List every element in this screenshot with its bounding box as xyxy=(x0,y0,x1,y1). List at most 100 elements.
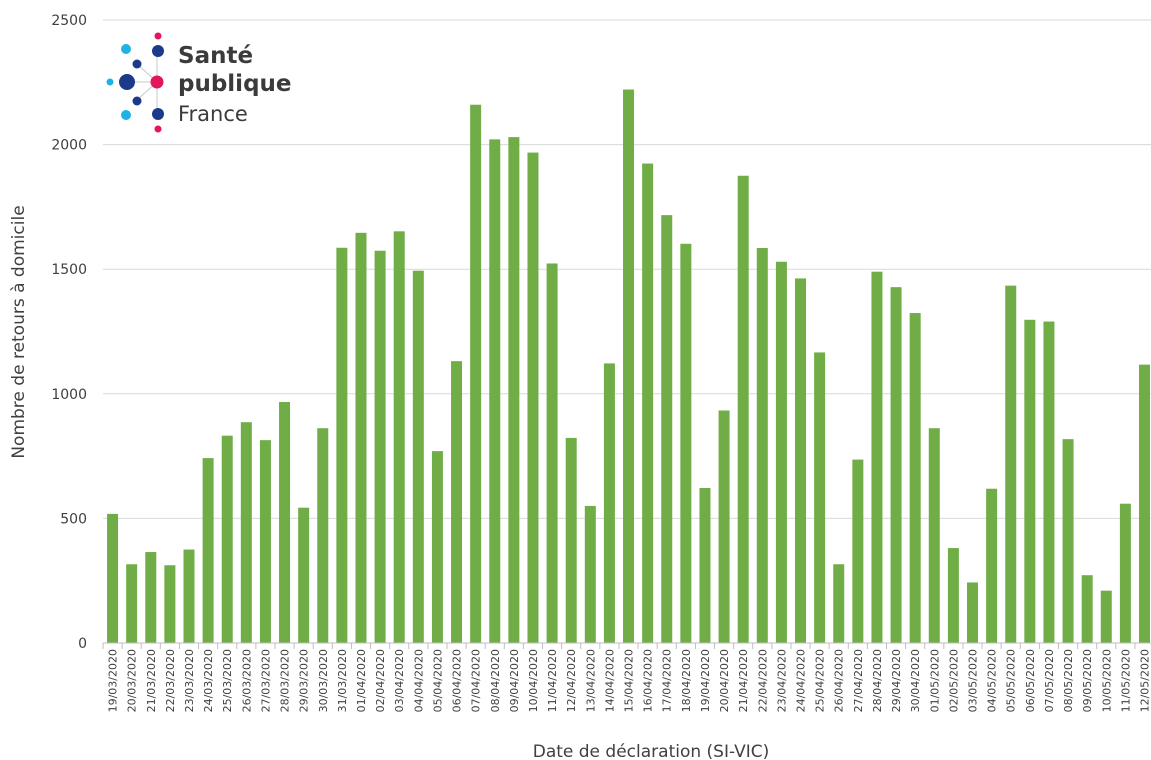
bar xyxy=(1119,503,1131,643)
x-tick-label: 15/04/2020 xyxy=(623,649,636,712)
bar xyxy=(355,232,367,643)
bar xyxy=(470,104,482,643)
x-tick-label: 27/04/2020 xyxy=(852,649,865,712)
x-tick-label: 05/05/2020 xyxy=(1005,649,1018,712)
x-tick-label: 29/03/2020 xyxy=(298,649,311,712)
bar xyxy=(126,564,138,643)
bar xyxy=(451,361,463,643)
x-tick-label: 06/04/2020 xyxy=(451,649,464,712)
bar xyxy=(1081,575,1093,643)
bar xyxy=(795,278,807,643)
bar xyxy=(756,248,768,643)
y-axis-ticks: 0 500 1000 1500 2000 2500 xyxy=(51,13,87,652)
x-tick-label: 22/03/2020 xyxy=(164,649,177,712)
bar xyxy=(412,270,424,643)
bar xyxy=(202,458,214,643)
bar xyxy=(1100,590,1112,643)
x-tick-label: 16/04/2020 xyxy=(642,649,655,712)
bar xyxy=(852,459,864,643)
bar xyxy=(642,163,654,644)
bars xyxy=(107,89,1150,644)
bar xyxy=(546,263,558,643)
bar xyxy=(584,505,596,643)
bar xyxy=(317,428,329,643)
x-axis-title: Date de déclaration (SI-VIC) xyxy=(533,742,770,760)
bar xyxy=(298,507,310,643)
y-tick-label: 1500 xyxy=(51,262,87,278)
bar xyxy=(565,437,577,643)
x-tick-label: 23/04/2020 xyxy=(775,649,788,712)
x-tick-label: 20/04/2020 xyxy=(718,649,731,712)
x-tick-label: 28/04/2020 xyxy=(871,649,884,712)
x-tick-label: 03/04/2020 xyxy=(393,649,406,712)
x-tick-label: 26/03/2020 xyxy=(240,649,253,712)
x-tick-label: 19/03/2020 xyxy=(107,649,120,712)
x-tick-label: 11/04/2020 xyxy=(546,649,559,712)
x-tick-label: 03/05/2020 xyxy=(967,649,980,712)
x-tick-label: 30/04/2020 xyxy=(909,649,922,712)
bar xyxy=(183,549,195,643)
bar xyxy=(833,564,845,643)
x-tick-label: 25/03/2020 xyxy=(221,649,234,712)
x-tick-label: 09/05/2020 xyxy=(1081,649,1094,712)
bar xyxy=(279,402,291,643)
x-tick-label: 07/04/2020 xyxy=(470,649,483,712)
x-tick-label: 24/04/2020 xyxy=(795,649,808,712)
x-tick-label: 12/05/2020 xyxy=(1138,649,1151,712)
bar xyxy=(527,152,539,643)
bar xyxy=(221,435,233,643)
bar xyxy=(699,487,711,643)
bar xyxy=(336,247,348,643)
x-tick-label: 06/05/2020 xyxy=(1024,649,1037,712)
logo-mark-icon xyxy=(106,32,164,133)
x-tick-label: 08/04/2020 xyxy=(489,649,502,712)
bar xyxy=(107,513,119,643)
x-tick-label: 07/05/2020 xyxy=(1043,649,1056,712)
x-tick-label: 01/04/2020 xyxy=(355,649,368,712)
x-tick-label: 31/03/2020 xyxy=(336,649,349,712)
bar xyxy=(737,175,749,643)
bar xyxy=(431,451,443,643)
bar xyxy=(393,231,405,643)
x-tick-label: 21/03/2020 xyxy=(145,649,158,712)
x-tick-label: 23/03/2020 xyxy=(183,649,196,712)
bar xyxy=(489,139,501,643)
x-tick-label: 02/04/2020 xyxy=(374,649,387,712)
bar xyxy=(947,548,959,643)
bar xyxy=(909,313,921,643)
y-tick-label: 500 xyxy=(60,511,87,527)
bar xyxy=(1138,364,1150,643)
bar xyxy=(259,440,271,643)
logo-word-publique: publique xyxy=(178,71,292,97)
bar xyxy=(775,261,787,643)
bar xyxy=(967,582,979,643)
x-tick-label: 30/03/2020 xyxy=(317,649,330,712)
x-tick-label: 10/04/2020 xyxy=(527,649,540,712)
bar xyxy=(661,215,673,643)
x-tick-label: 20/03/2020 xyxy=(126,649,139,712)
x-tick-label: 24/03/2020 xyxy=(202,649,215,712)
bar xyxy=(1062,439,1074,643)
x-tick-label: 09/04/2020 xyxy=(508,649,521,712)
bar xyxy=(986,488,998,643)
bar xyxy=(814,352,826,643)
bar xyxy=(928,428,940,643)
x-axis-ticks: 19/03/2020 20/03/2020 21/03/2020 22/03/2020… xyxy=(102,643,1151,712)
x-tick-label: 19/04/2020 xyxy=(699,649,712,712)
bar xyxy=(623,89,635,644)
x-tick-label: 27/03/2020 xyxy=(259,649,272,712)
x-tick-label: 05/04/2020 xyxy=(431,649,444,712)
x-tick-label: 21/04/2020 xyxy=(737,649,750,712)
x-tick-label: 04/04/2020 xyxy=(412,649,425,712)
x-tick-label: 11/05/2020 xyxy=(1119,649,1132,712)
bar xyxy=(1043,321,1055,643)
x-tick-label: 28/03/2020 xyxy=(279,649,292,712)
logo-word-sante: Santé xyxy=(178,43,253,69)
x-tick-label: 10/05/2020 xyxy=(1100,649,1113,712)
bar xyxy=(603,363,615,643)
x-tick-label: 26/04/2020 xyxy=(833,649,846,712)
x-tick-label: 02/05/2020 xyxy=(947,649,960,712)
bar xyxy=(240,422,252,643)
x-tick-label: 08/05/2020 xyxy=(1062,649,1075,712)
